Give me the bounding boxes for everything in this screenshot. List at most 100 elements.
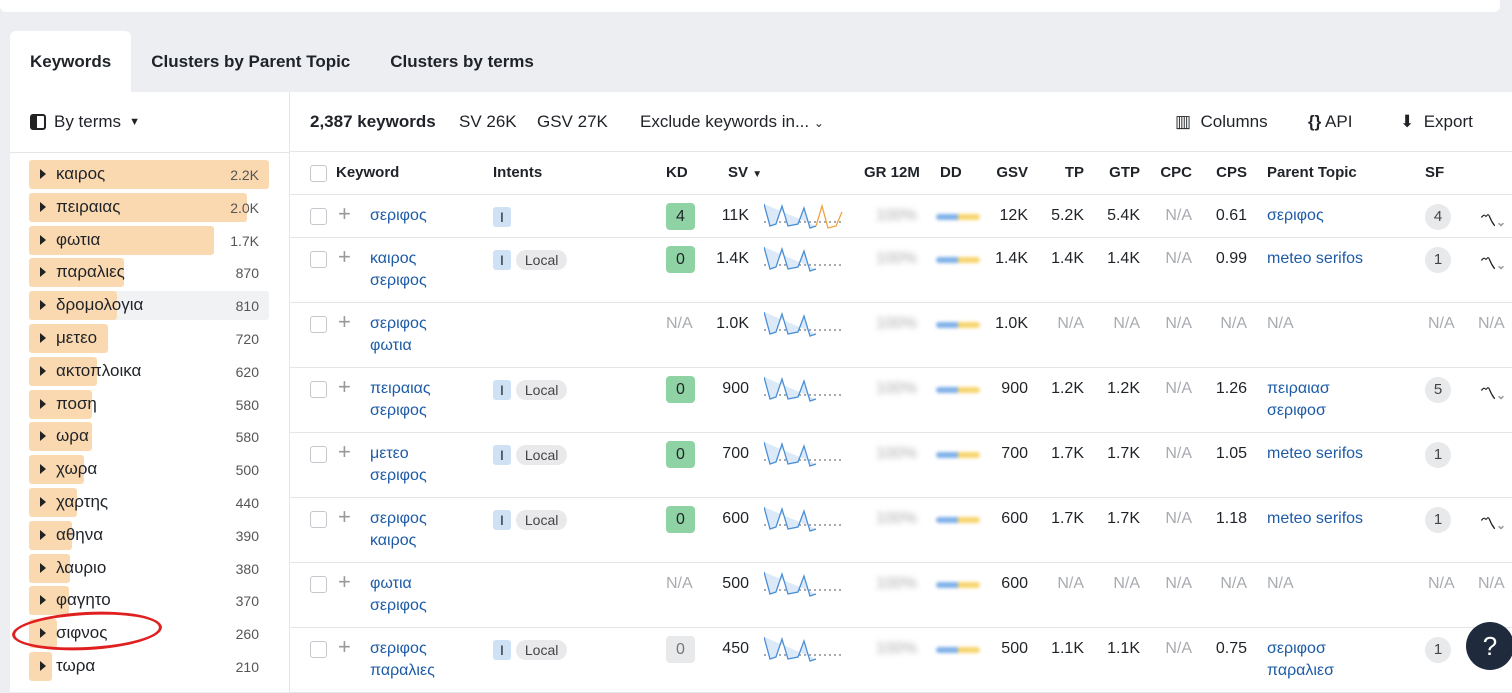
expand-triangle-icon[interactable]	[40, 562, 46, 573]
intents: I Local	[493, 380, 572, 400]
term-item[interactable]: χωρα 500	[29, 455, 269, 485]
row-checkbox[interactable]	[310, 641, 327, 658]
column-header-cpc[interactable]: CPC	[1160, 164, 1192, 181]
parent-topic-link[interactable]: σεριφοσ παραλιεσ	[1267, 640, 1334, 679]
columns-button[interactable]: ▥ Columns	[1175, 112, 1268, 132]
trend-icon[interactable]: 〽⌄	[1480, 516, 1507, 533]
trend-icon[interactable]: 〽⌄	[1480, 213, 1507, 230]
term-item[interactable]: φωτια 1.7K	[29, 225, 269, 255]
parent-topic-link[interactable]: meteo serifos	[1267, 250, 1364, 267]
column-header-intents[interactable]: Intents	[493, 164, 543, 181]
column-header-dd[interactable]: DD	[940, 164, 962, 181]
row-checkbox[interactable]	[310, 511, 327, 528]
row-checkbox[interactable]	[310, 381, 327, 398]
add-to-list-icon[interactable]: +	[338, 374, 351, 399]
keyword-link[interactable]: μετεο σεριφος	[370, 445, 427, 484]
add-to-list-icon[interactable]: +	[338, 634, 351, 659]
term-item[interactable]: ποση 580	[29, 389, 269, 419]
keyword-link[interactable]: σεριφος παραλιες	[370, 640, 435, 679]
row-checkbox[interactable]	[310, 576, 327, 593]
sv-total: SV 26K	[459, 112, 517, 131]
keyword-link[interactable]: σεριφος καιρος	[370, 510, 427, 549]
term-item[interactable]: ωρα 580	[29, 422, 269, 452]
parent-topic-link[interactable]: σεριφος	[1267, 207, 1324, 224]
expand-triangle-icon[interactable]	[40, 300, 46, 311]
keyword-link[interactable]: καιρος σεριφος	[370, 250, 427, 289]
term-count: 370	[235, 593, 259, 610]
term-item[interactable]: καιρος 2.2K	[29, 160, 269, 189]
column-header-cps[interactable]: CPS	[1216, 164, 1247, 181]
expand-triangle-icon[interactable]	[40, 661, 46, 671]
column-header-parent-topic[interactable]: Parent Topic	[1267, 164, 1357, 181]
expand-triangle-icon[interactable]	[40, 333, 46, 343]
row-checkbox[interactable]	[310, 208, 327, 225]
exclude-keywords-dropdown[interactable]: Exclude keywords in... ⌄	[640, 112, 824, 132]
expand-triangle-icon[interactable]	[40, 169, 46, 179]
expand-triangle-icon[interactable]	[40, 464, 46, 475]
expand-triangle-icon[interactable]	[40, 529, 46, 540]
terms-sidebar: By terms ▼ καιρος 2.2K πειραιας 2.0K φωτια 1.…	[10, 92, 290, 692]
column-header-gsv[interactable]: GSV	[996, 164, 1028, 181]
expand-triangle-icon[interactable]	[40, 267, 46, 278]
term-item[interactable]: πειραιας 2.0K	[29, 192, 269, 222]
expand-triangle-icon[interactable]	[40, 628, 46, 639]
column-header-gtp[interactable]: GTP	[1109, 164, 1140, 181]
row-checkbox[interactable]	[310, 446, 327, 463]
add-to-list-icon[interactable]: +	[338, 309, 351, 334]
term-item[interactable]: χαρτης 440	[29, 488, 269, 517]
trend-icon[interactable]: 〽⌄	[1480, 256, 1507, 273]
add-to-list-icon[interactable]: +	[338, 439, 351, 464]
column-header-gr-12m[interactable]: GR 12M	[864, 164, 920, 181]
trend-icon[interactable]: 〽⌄	[1480, 386, 1507, 403]
sf-badge: 1	[1425, 507, 1451, 533]
term-count: 810	[235, 298, 259, 315]
term-item[interactable]: αθηνα 390	[29, 520, 269, 550]
column-header-tp[interactable]: TP	[1064, 164, 1084, 181]
add-to-list-icon[interactable]: +	[338, 569, 351, 594]
term-item[interactable]: τωρα 210	[29, 652, 269, 681]
term-item[interactable]: παραλιες 870	[29, 258, 269, 288]
term-item[interactable]: φαγητο 370	[29, 586, 269, 616]
parent-topic-link[interactable]: meteo serifos	[1267, 510, 1364, 527]
keyword-link[interactable]: φωτια σεριφος	[370, 575, 427, 614]
keyword-link[interactable]: σεριφος	[370, 207, 427, 224]
help-button[interactable]: ?	[1466, 622, 1512, 670]
column-header-sv[interactable]: SV ▼	[728, 164, 763, 181]
select-all-checkbox[interactable]	[310, 165, 327, 182]
term-count: 720	[235, 331, 259, 347]
term-item[interactable]: λαυριο 380	[29, 553, 269, 583]
row-checkbox[interactable]	[310, 316, 327, 333]
parent-topic-link[interactable]: πειραιασ σεριφοσ	[1267, 380, 1330, 419]
term-count: 870	[235, 265, 259, 282]
column-header-sf[interactable]: SF	[1425, 164, 1445, 181]
tab-clusters-terms[interactable]: Clusters by terms	[390, 52, 534, 71]
term-item[interactable]: μετεο 720	[29, 324, 269, 353]
expand-triangle-icon[interactable]	[40, 201, 46, 212]
add-to-list-icon[interactable]: +	[338, 504, 351, 529]
expand-triangle-icon[interactable]	[40, 595, 46, 606]
tab-clusters-parent-topic[interactable]: Clusters by Parent Topic	[151, 52, 351, 71]
expand-triangle-icon[interactable]	[40, 234, 46, 245]
column-header-keyword[interactable]: Keyword	[336, 164, 400, 181]
column-header-kd[interactable]: KD	[666, 164, 688, 181]
expand-triangle-icon[interactable]	[40, 365, 46, 376]
term-item[interactable]: σιφνος 260	[29, 619, 269, 649]
by-terms-dropdown[interactable]: By terms ▼	[30, 112, 140, 132]
expand-triangle-icon[interactable]	[40, 398, 46, 409]
parent-topic-link[interactable]: meteo serifos	[1267, 445, 1364, 462]
export-button[interactable]: ⬇ Export	[1400, 112, 1473, 132]
toolbar: 2,387 keywords SV 26K GSV 27K Exclude ke…	[290, 92, 1512, 152]
term-label: ακτοπλοικα	[56, 360, 142, 380]
expand-triangle-icon[interactable]	[40, 497, 46, 507]
keyword-link[interactable]: σεριφος φωτια	[370, 315, 427, 354]
tab-keywords[interactable]: Keywords	[10, 31, 132, 93]
row-checkbox[interactable]	[310, 251, 327, 268]
api-button[interactable]: {} API	[1308, 112, 1352, 132]
expand-triangle-icon[interactable]	[40, 431, 46, 442]
gtp-value: 1.4K	[1107, 250, 1140, 267]
add-to-list-icon[interactable]: +	[338, 201, 351, 226]
term-item[interactable]: ακτοπλοικα 620	[29, 356, 269, 386]
add-to-list-icon[interactable]: +	[338, 244, 351, 269]
term-item[interactable]: δρομολογια 810	[29, 291, 269, 321]
keyword-link[interactable]: πειραιας σεριφος	[370, 380, 431, 419]
